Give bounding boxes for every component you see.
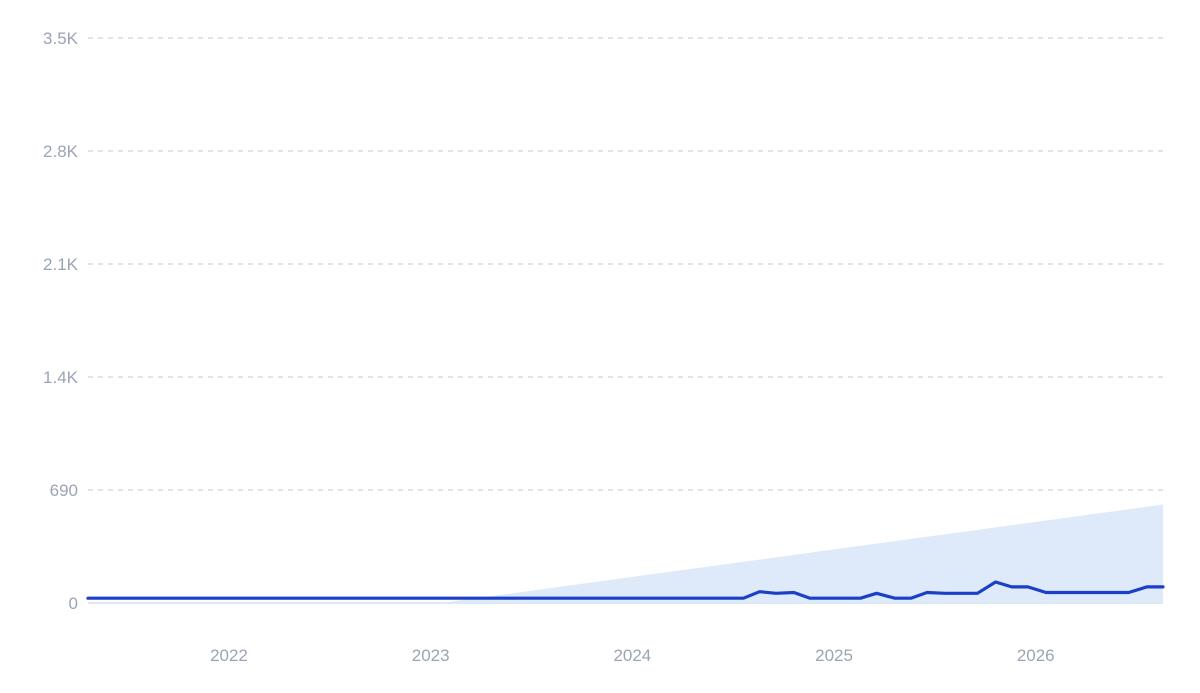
series-line [86,580,1165,600]
y-tick-label: 2.1K [43,255,79,274]
x-tick-label: 2023 [412,646,450,665]
y-tick-label: 3.5K [43,29,79,48]
x-tick-label: 2026 [1017,646,1055,665]
y-axis-ticks: 0 690 1.4K 2.1K 2.8K 3.5K [43,29,79,613]
x-tick-label: 2024 [613,646,651,665]
y-tick-label: 690 [50,481,78,500]
gridlines [88,37,1163,604]
x-tick-label: 2025 [815,646,853,665]
y-tick-label: 0 [69,594,78,613]
trend-area [440,504,1164,603]
y-tick-label: 2.8K [43,142,79,161]
series-line-path [86,580,1165,600]
x-axis-ticks: 2022 2023 2024 2025 2026 [210,646,1055,665]
x-tick-label: 2022 [210,646,248,665]
y-tick-label: 1.4K [43,368,79,387]
trend-fill [440,504,1164,603]
